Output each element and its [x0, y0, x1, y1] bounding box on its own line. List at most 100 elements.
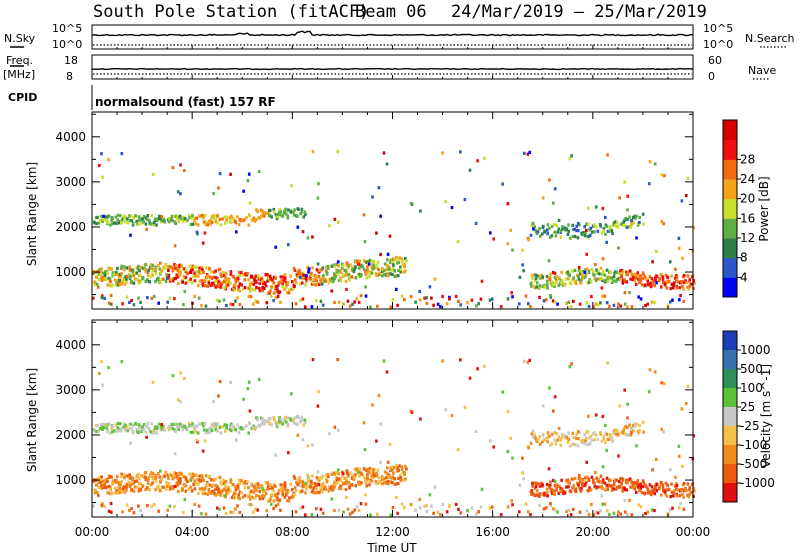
power-cell: [553, 230, 557, 234]
velocity-cell: [590, 475, 594, 479]
power-cell: [148, 280, 151, 284]
power-cell: [183, 217, 187, 221]
power-cell: [229, 272, 233, 276]
velocity-cell: [339, 478, 343, 482]
power-cell: [314, 275, 318, 279]
power-cell: [225, 284, 228, 288]
power-cell: [210, 270, 213, 274]
velocity-cell: [272, 415, 276, 420]
power-cell: [258, 289, 262, 293]
velocity-cell: [159, 479, 163, 483]
power-cell: [570, 269, 574, 273]
power-cell: [365, 260, 368, 264]
velocity-cell: [191, 475, 194, 479]
velocity-cell: [646, 510, 649, 514]
power-cell: [645, 277, 648, 281]
velocity-cell: [316, 470, 320, 474]
velocity-cell: [631, 481, 634, 485]
power-cell: [261, 289, 265, 293]
velocity-cell: [288, 496, 291, 500]
power-cell: [585, 252, 588, 256]
velocity-cell: [623, 388, 626, 392]
power-cell: [433, 277, 437, 281]
velocity-cell: [285, 488, 288, 492]
velocity-cell: [137, 430, 140, 434]
velocity-cell: [126, 429, 130, 433]
velocity-cell: [119, 422, 122, 426]
velocity-cell: [556, 510, 559, 514]
power-cell: [336, 260, 340, 264]
velocity-cell: [240, 479, 243, 483]
velocity-cell: [645, 485, 648, 489]
velocity-cell: [538, 435, 541, 439]
power-cell: [286, 281, 290, 285]
velocity-cell: [623, 426, 626, 430]
power-cell: [365, 271, 368, 275]
x-axis-label: Time UT: [366, 541, 417, 554]
power-cell: [176, 275, 180, 279]
power-cell: [419, 209, 422, 213]
velocity-cell: [221, 425, 224, 429]
y-tick-label: 3000: [55, 175, 86, 189]
power-cell: [607, 275, 611, 279]
velocity-cell: [171, 427, 175, 431]
power-cell: [247, 278, 250, 282]
velocity-cell: [629, 433, 633, 437]
power-cell: [97, 277, 101, 282]
power-cell: [282, 275, 285, 279]
power-cell: [614, 270, 617, 274]
velocity-cell: [666, 484, 670, 488]
power-cell: [294, 281, 298, 285]
power-cell: [529, 305, 532, 309]
velocity-cell: [162, 426, 166, 430]
power-cell: [195, 265, 198, 269]
power-cell: [585, 301, 589, 305]
colorbar-tick-label: 25: [740, 400, 755, 414]
power-cell: [253, 219, 257, 223]
velocity-cell: [115, 491, 118, 495]
velocity-cell: [273, 493, 277, 497]
velocity-cell: [241, 427, 244, 431]
power-cell: [375, 263, 378, 267]
power-cell: [567, 300, 571, 304]
power-cell: [366, 269, 370, 273]
velocity-cell: [614, 478, 617, 482]
power-cell: [306, 236, 310, 240]
velocity-cell: [509, 436, 512, 440]
power-cell: [670, 274, 673, 278]
power-cell: [216, 221, 219, 225]
power-cell: [214, 285, 218, 289]
power-cell: [618, 196, 621, 200]
power-cell: [193, 279, 197, 283]
velocity-cell: [150, 504, 154, 508]
power-cell: [236, 296, 239, 300]
power-cell: [194, 274, 198, 278]
freq-left-tick-bottom: 8: [66, 70, 73, 83]
power-cell: [593, 273, 596, 277]
colorbar-tick-label: -25: [740, 419, 760, 433]
power-cell: [261, 286, 264, 290]
velocity-cell: [401, 470, 405, 475]
velocity-cell: [577, 437, 580, 441]
power-cell: [681, 256, 684, 260]
freq-label-2: [MHz]: [3, 68, 35, 81]
velocity-cell: [181, 488, 184, 492]
velocity-cell: [336, 468, 340, 472]
power-cell: [372, 259, 376, 264]
velocity-cell: [184, 489, 188, 493]
power-cell: [630, 219, 634, 223]
power-cell: [599, 266, 603, 270]
velocity-cell: [396, 511, 399, 515]
colorbar-tick-label: 12: [740, 231, 755, 245]
power-cell: [274, 276, 277, 280]
velocity-cell: [174, 422, 178, 426]
velocity-cell: [220, 482, 223, 487]
velocity-cell: [154, 473, 157, 477]
power-cell: [545, 274, 549, 279]
velocity-cell: [302, 484, 305, 488]
power-cell: [117, 221, 121, 225]
velocity-cell: [566, 478, 570, 482]
power-cell: [284, 207, 287, 211]
power-cell: [589, 280, 593, 284]
